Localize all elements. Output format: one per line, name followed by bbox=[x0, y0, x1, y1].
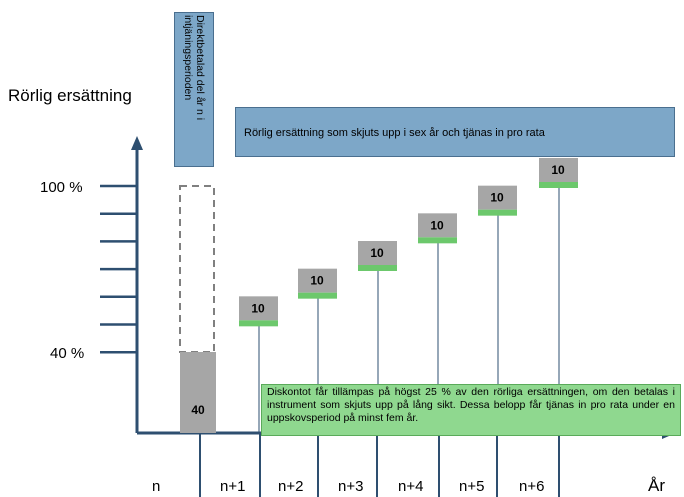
x-category-label: n+4 bbox=[398, 478, 424, 495]
tranche-box bbox=[239, 296, 278, 321]
tranche-box bbox=[539, 158, 578, 182]
x-category-label: n+2 bbox=[278, 478, 304, 495]
tranche-value-label: 10 bbox=[370, 246, 384, 260]
x-axis-title: År bbox=[648, 476, 665, 495]
tranche-level-bar bbox=[298, 292, 337, 299]
tranche-level-bar bbox=[358, 265, 397, 271]
direct-payment-bar-label: 40 bbox=[191, 403, 205, 417]
tranche-value-label: 10 bbox=[430, 218, 444, 232]
x-category-label: n+1 bbox=[220, 478, 246, 495]
tranche-value-label: 10 bbox=[551, 163, 565, 177]
tranche-box bbox=[478, 185, 517, 210]
tranche-box bbox=[418, 213, 457, 238]
tranche-level-bar bbox=[478, 209, 517, 216]
direct-payment-bar bbox=[180, 352, 216, 433]
direct-payment-box: Direktbetalad del år n i intjäningsperio… bbox=[174, 12, 214, 167]
tranche-level-bar bbox=[539, 182, 578, 188]
deferred-payment-box: Rörlig ersättning som skjuts upp i sex å… bbox=[235, 107, 675, 157]
x-category-label: n+6 bbox=[519, 478, 545, 495]
tranche-box bbox=[298, 268, 337, 293]
tranche-value-label: 10 bbox=[490, 191, 504, 205]
direct-payment-dashed-outline bbox=[179, 185, 215, 353]
x-category-label: n bbox=[152, 478, 161, 495]
tranche-level-bar bbox=[418, 237, 457, 244]
x-category-label: n+3 bbox=[338, 478, 364, 495]
tick-label-100: 100 % bbox=[40, 179, 83, 196]
y-axis-label: Rörlig ersättning bbox=[8, 86, 132, 105]
x-category-label: n+5 bbox=[459, 478, 485, 495]
discount-note: Diskontot får tillämpas på högst 25 % av… bbox=[261, 384, 681, 436]
y-axis-arrow bbox=[131, 136, 143, 150]
tranche-value-label: 10 bbox=[310, 274, 324, 288]
tick-label-40: 40 % bbox=[50, 345, 85, 362]
tranche-box bbox=[358, 241, 397, 265]
tranche-value-label: 10 bbox=[251, 301, 265, 315]
tranche-level-bar bbox=[239, 320, 278, 327]
